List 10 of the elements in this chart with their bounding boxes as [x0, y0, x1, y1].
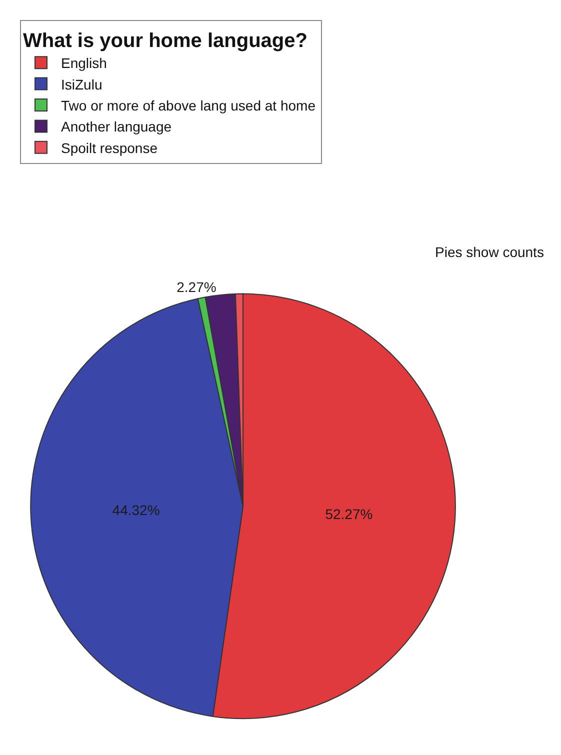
data-label: 2.27% — [176, 279, 216, 296]
data-label: 52.27% — [325, 506, 373, 522]
legend-label: IsiZulu — [61, 76, 102, 92]
legend-title: What is your home language? — [23, 30, 308, 52]
legend-label: Spoilt response — [61, 140, 158, 156]
data-label: 44.32% — [112, 502, 160, 518]
text: Pies show counts — [435, 244, 544, 260]
legend-label: Two or more of above lang used at home — [61, 97, 316, 114]
legend-label: English — [61, 55, 107, 72]
legend-label: Another language — [61, 118, 172, 135]
